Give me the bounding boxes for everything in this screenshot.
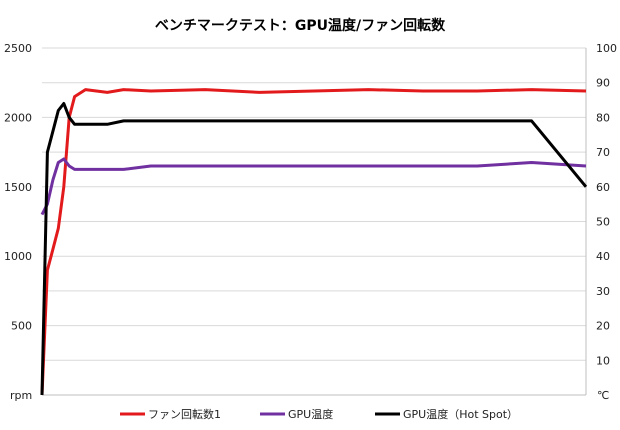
grid-layer <box>42 47 587 396</box>
legend-item-gpu-temp: GPU温度 <box>260 407 333 421</box>
series-line-fan-rpm <box>40 88 587 396</box>
right-tick-label: 20 <box>596 320 610 333</box>
right-axis-unit: ℃ <box>597 389 609 402</box>
legend-label-gpu-temp: GPU温度 <box>288 407 333 421</box>
right-tick-label: 50 <box>596 216 610 229</box>
left-tick-label: 2500 <box>4 42 32 55</box>
right-tick-label: 10 <box>596 354 610 367</box>
legend-label-hotspot-temp: GPU温度（Hot Spot） <box>403 407 518 421</box>
right-tick-label: 100 <box>596 42 617 55</box>
right-tick-label: 30 <box>596 285 610 298</box>
legend-item-fan-rpm: ファン回転数1 <box>120 408 221 421</box>
right-tick-label: 70 <box>596 146 610 159</box>
series-layer <box>40 88 588 396</box>
right-tick-label: 40 <box>596 250 610 263</box>
right-axis-ticks: 100 90 80 70 60 50 40 30 20 10 <box>596 42 617 367</box>
left-axis-unit: rpm <box>10 389 32 402</box>
series-line-gpu-temp <box>40 157 587 216</box>
left-tick-label: 500 <box>11 320 32 333</box>
series-line-hotspot-temp <box>40 102 588 396</box>
left-tick-label: 1500 <box>4 181 32 194</box>
right-tick-label: 80 <box>596 111 610 124</box>
chart-title: ベンチマークテスト：GPU温度/ファン回転数 <box>155 17 446 34</box>
right-tick-label: 90 <box>596 77 610 90</box>
legend: ファン回転数1 GPU温度 GPU温度（Hot Spot） <box>120 407 518 421</box>
right-tick-label: 60 <box>596 181 610 194</box>
left-tick-label: 2000 <box>4 111 32 124</box>
left-axis-ticks: 2500 2000 1500 1000 500 <box>4 42 32 333</box>
legend-item-hotspot-temp: GPU温度（Hot Spot） <box>375 407 518 421</box>
legend-label-fan-rpm: ファン回転数1 <box>148 408 221 421</box>
left-tick-label: 1000 <box>4 250 32 263</box>
